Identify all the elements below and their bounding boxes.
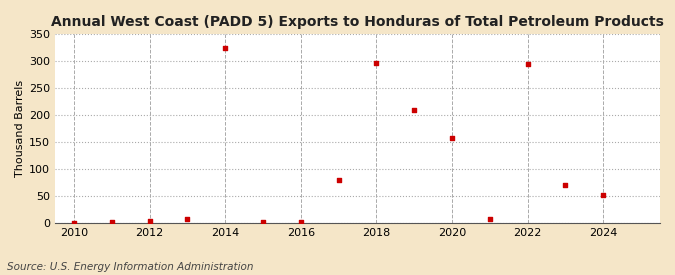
Point [296,219,306,224]
Point [220,46,231,50]
Point [144,219,155,223]
Point [258,219,269,224]
Point [447,136,458,140]
Point [371,61,382,65]
Text: Source: U.S. Energy Information Administration: Source: U.S. Energy Information Administ… [7,262,253,272]
Point [598,193,609,197]
Point [560,183,571,188]
Point [409,108,420,112]
Point [69,221,80,225]
Title: Annual West Coast (PADD 5) Exports to Honduras of Total Petroleum Products: Annual West Coast (PADD 5) Exports to Ho… [51,15,664,29]
Point [333,178,344,182]
Y-axis label: Thousand Barrels: Thousand Barrels [15,80,25,177]
Point [485,217,495,221]
Point [107,219,117,224]
Point [522,62,533,66]
Point [182,217,193,222]
